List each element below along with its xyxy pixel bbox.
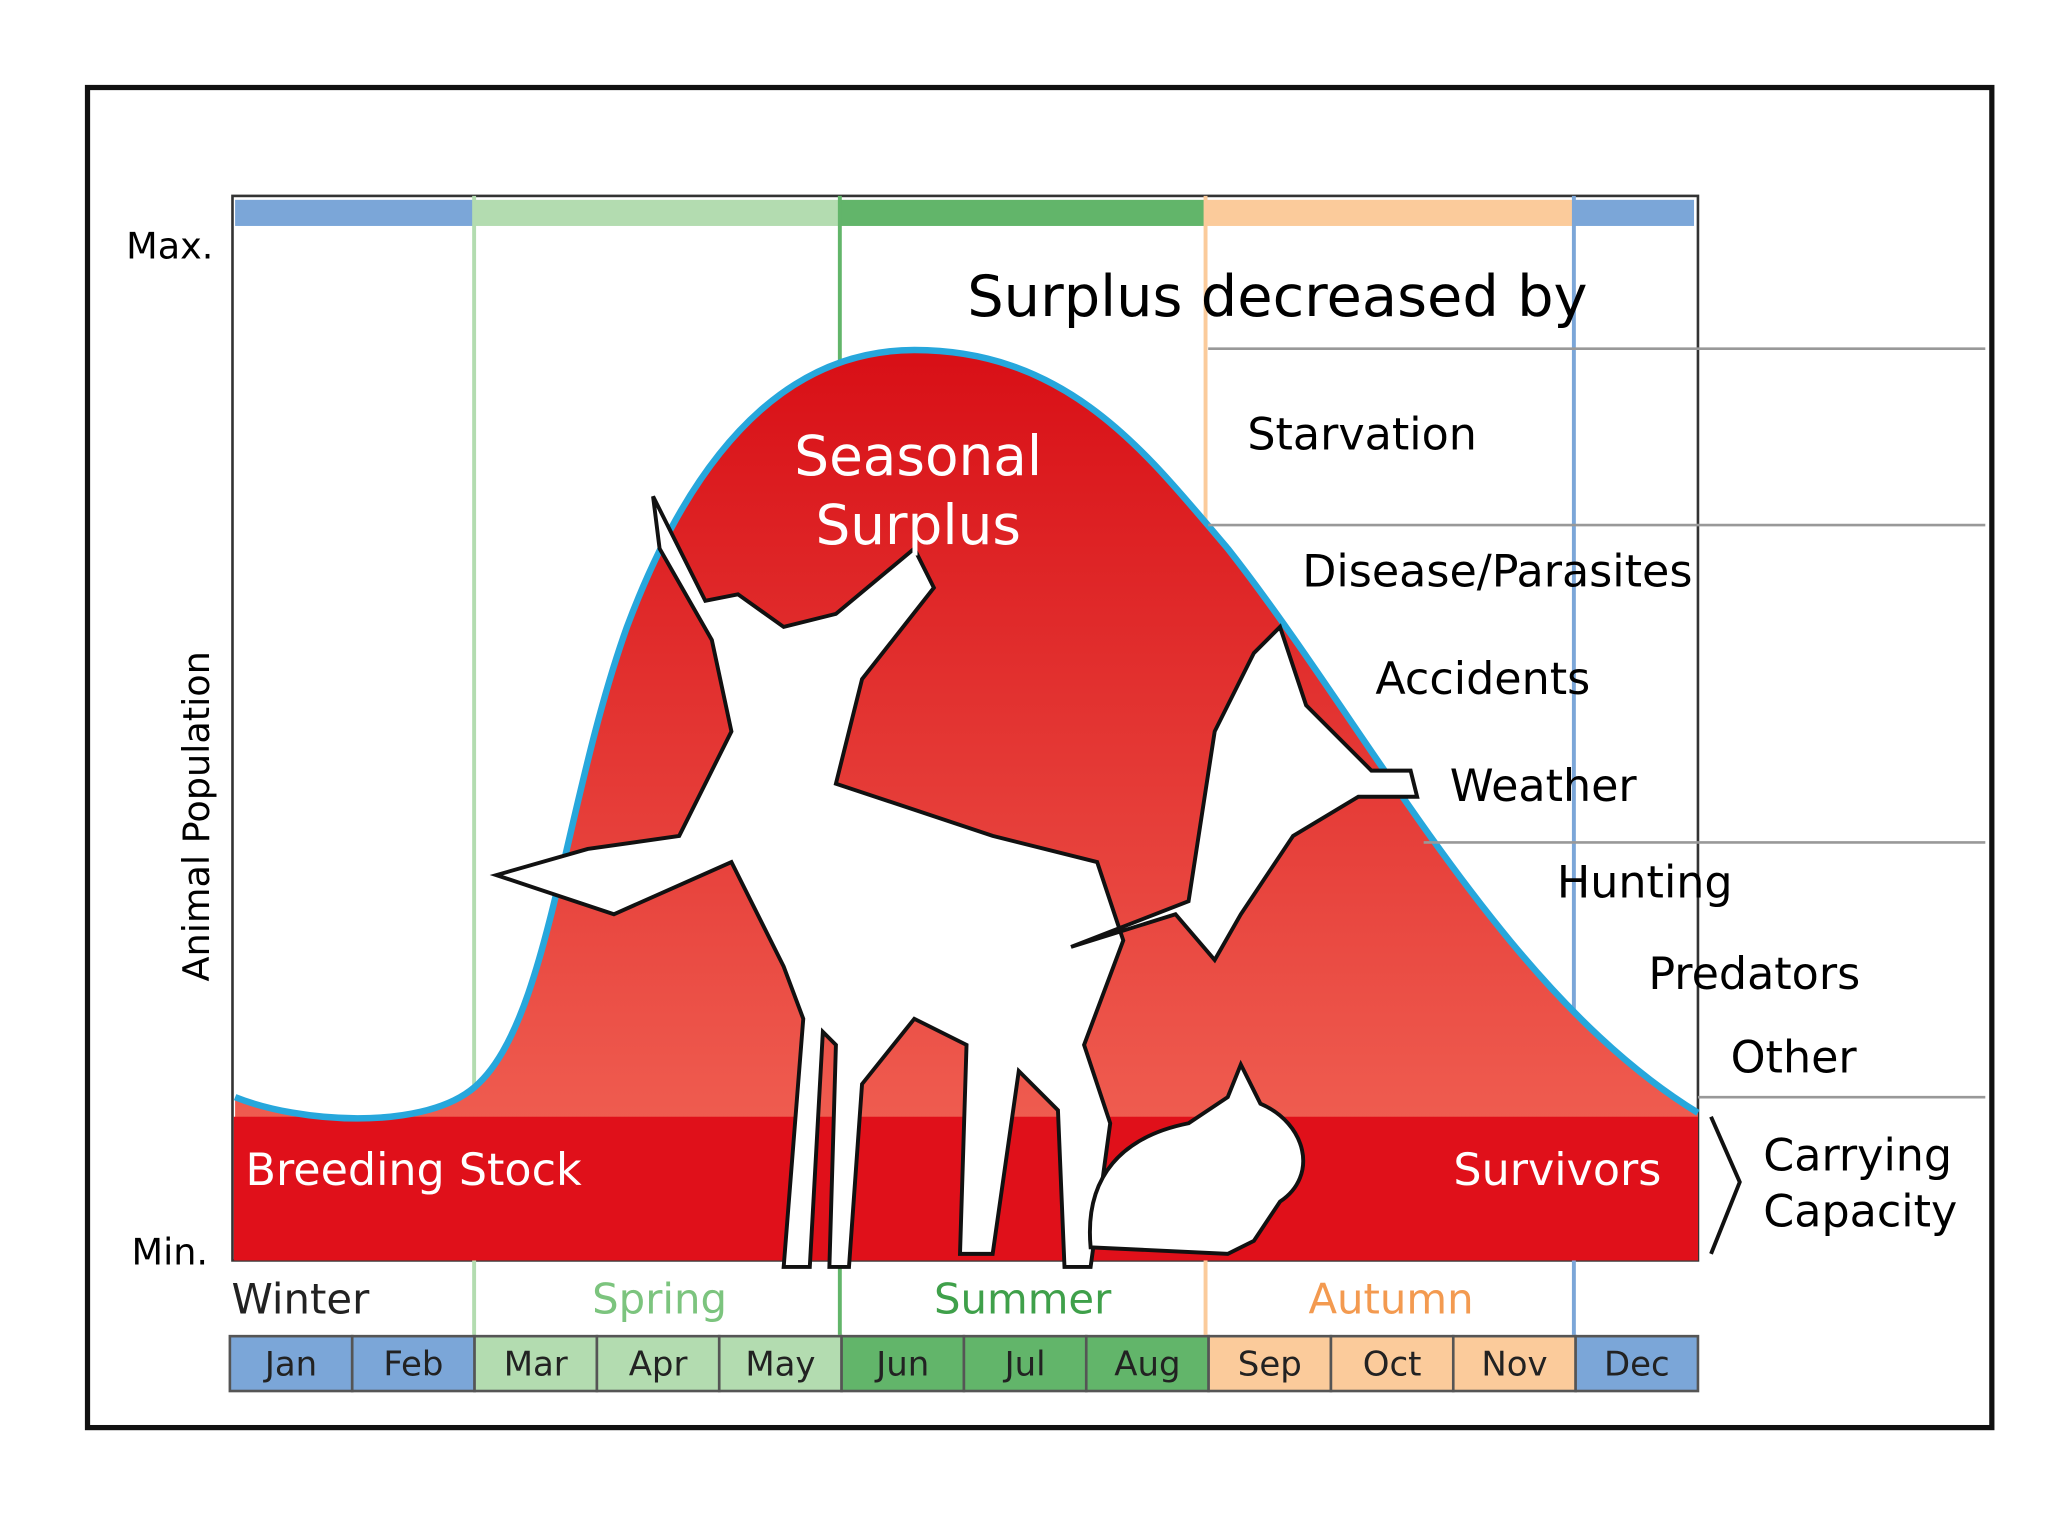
surplus-area <box>235 350 1698 1261</box>
month-label: Jul <box>1003 1345 1046 1385</box>
month-label: Jun <box>874 1345 929 1385</box>
rabbit-silhouette <box>1087 1059 1306 1256</box>
plot <box>231 194 1700 1335</box>
capacity-label: Capacity <box>1763 1187 1957 1238</box>
y-axis-label: Animal Population <box>175 651 218 981</box>
cause: Predators <box>1648 949 1860 1000</box>
cause: Disease/Parasites <box>1302 547 1692 598</box>
month-cell <box>1207 1334 1333 1393</box>
y-min-label: Min. <box>132 1230 209 1273</box>
season-band <box>839 199 1206 226</box>
season-label: Summer <box>934 1275 1112 1324</box>
month-cell <box>473 1334 599 1393</box>
title: Surplus decreased by <box>967 263 1587 330</box>
month-label: Jan <box>263 1345 317 1385</box>
month-bar: Jan Feb Mar Apr May Jun Jul Aug Sep Oct Nov Dec <box>228 1334 1700 1393</box>
month-label: Apr <box>629 1345 688 1385</box>
season-label: Winter <box>232 1275 371 1324</box>
population-curve <box>233 346 1700 1122</box>
season-band <box>1573 199 1695 226</box>
month-cell <box>228 1334 354 1393</box>
month-cell <box>350 1334 476 1393</box>
surplus-label: Seasonal <box>794 424 1042 488</box>
season-band <box>474 199 840 226</box>
month-label: Dec <box>1604 1345 1670 1385</box>
month-cell <box>1574 1334 1700 1393</box>
month-label: Mar <box>504 1345 568 1385</box>
cause: Weather <box>1450 761 1638 812</box>
month-label: May <box>745 1345 815 1385</box>
season-label: Spring <box>592 1275 727 1324</box>
month-label: Oct <box>1363 1345 1422 1385</box>
deer-silhouette <box>489 495 1126 1269</box>
month-cell <box>1329 1334 1455 1393</box>
bird-silhouette <box>1070 623 1420 964</box>
breeding-stock-label: Breeding Stock <box>246 1145 582 1196</box>
cause: Other <box>1731 1033 1858 1084</box>
survivors-label: Survivors <box>1453 1145 1661 1196</box>
cause: Starvation <box>1247 410 1477 461</box>
cause: Accidents <box>1375 654 1590 705</box>
surplus-label: Surplus <box>815 493 1021 557</box>
month-cell <box>595 1334 721 1393</box>
month-label: Feb <box>383 1345 443 1385</box>
bracket <box>1709 1115 1742 1255</box>
month-label: Nov <box>1481 1345 1547 1385</box>
capacity-label: Carrying <box>1763 1131 1952 1182</box>
season-band <box>235 199 475 226</box>
month-label: Sep <box>1238 1345 1302 1385</box>
y-max-label: Max. <box>126 225 213 268</box>
month-label: Aug <box>1114 1345 1180 1385</box>
season-band <box>1205 199 1574 226</box>
season-label: Autumn <box>1308 1275 1473 1324</box>
cause: Hunting <box>1557 858 1733 909</box>
